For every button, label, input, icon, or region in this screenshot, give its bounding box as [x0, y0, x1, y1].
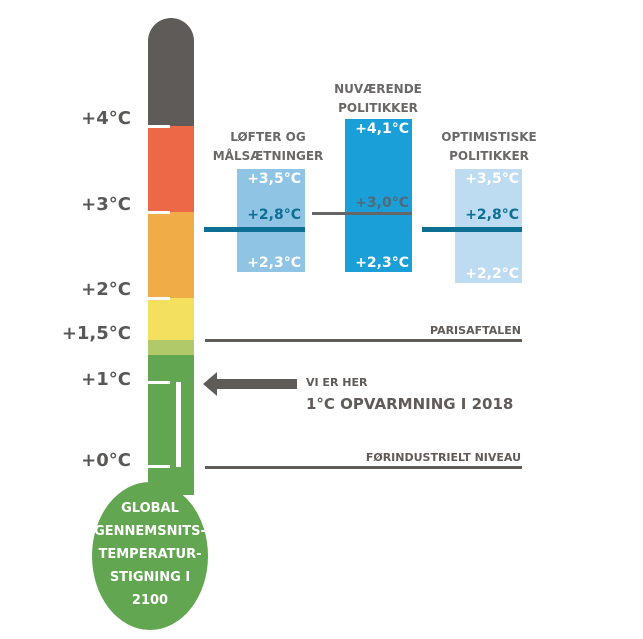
thermo-grey [148, 18, 194, 126]
bulb-line: TEMPERATUR- [98, 547, 202, 562]
scale-label: +4°C [81, 108, 131, 129]
warming-2018-label: 1°C OPVARMNING I 2018 [306, 395, 514, 413]
value-mid: +2,8°C [247, 207, 301, 223]
value-low: +2,3°C [247, 255, 301, 271]
here-label: VI ER HER [306, 376, 368, 389]
paris-line [205, 339, 522, 342]
thermo-yellow [148, 298, 194, 340]
preindustrial-label: FØRINDUSTRIELT NIVEAU [365, 451, 521, 464]
tick-2 [148, 297, 170, 300]
pledges-title: LØFTER OG MÅLSÆTNINGER [212, 130, 324, 163]
scale-label: +1°C [81, 369, 131, 390]
tick-3 [148, 211, 170, 214]
value-high: +4,1°C [355, 121, 409, 137]
thermo-red [148, 126, 194, 212]
value-mid: +2,8°C [465, 207, 519, 223]
scale-label: +1,5°C [61, 323, 131, 344]
arrow-left-icon [203, 372, 297, 396]
value-low: +2,2°C [465, 266, 519, 282]
bulb-line: GENNEMSNITS- [94, 524, 206, 539]
bulb-text: GLOBAL GENNEMSNITS- TEMPERATUR- STIGNING… [92, 497, 208, 612]
pledges-median-line [204, 227, 305, 232]
scale-label: +3°C [81, 194, 131, 215]
value-high: +3,5°C [247, 171, 301, 187]
box-optimistic [455, 169, 522, 283]
tick-1 [148, 381, 170, 384]
optimistic-median-line [422, 227, 522, 232]
thermo-orange [148, 212, 194, 298]
current-level-bar [176, 382, 181, 467]
preindustrial-line [205, 466, 522, 469]
bulb-line: GLOBAL [121, 501, 179, 516]
scale-label: +0°C [81, 450, 131, 471]
value-low: +2,3°C [355, 255, 409, 271]
current-title: NUVÆRENDE POLITIKKER [334, 82, 422, 115]
paris-label: PARISAFTALEN [430, 324, 521, 337]
bulb-line: STIGNING I [109, 570, 191, 585]
tick-4 [148, 125, 170, 128]
value-high: +3,5°C [465, 171, 519, 187]
thermo-lightgreen [148, 340, 194, 355]
thermo-bulb [92, 482, 208, 630]
scale-label: +2°C [81, 279, 131, 300]
current-median-line [312, 212, 412, 215]
bulb-line: 2100 [131, 593, 169, 608]
value-mid: +3,0°C [355, 195, 409, 211]
tick-0 [148, 465, 170, 468]
box-pledges [237, 169, 305, 272]
box-current [345, 119, 412, 272]
thermo-green [148, 355, 194, 495]
optimistic-title: OPTIMISTISKE POLITIKKER [441, 130, 537, 163]
